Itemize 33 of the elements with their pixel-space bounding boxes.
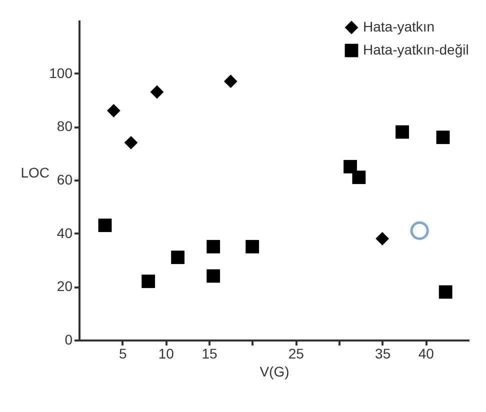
x-tick-label: 15 — [202, 346, 218, 362]
legend-label: Hata-yatkın-değil — [363, 42, 469, 58]
x-tick-label: 40 — [418, 346, 434, 362]
point — [344, 160, 357, 174]
x-tick-label: 10 — [158, 346, 174, 362]
point — [246, 240, 260, 254]
y-tick-label: 40 — [56, 224, 73, 241]
y-tick-label: 60 — [56, 172, 73, 188]
legend-label: Hata-yatkın — [363, 18, 435, 34]
x-tick-label: 25 — [288, 346, 304, 362]
point — [352, 170, 366, 184]
y-tick-label: 80 — [56, 118, 73, 134]
point — [206, 269, 220, 283]
point — [224, 74, 238, 88]
y-axis-title: LOC — [20, 164, 50, 180]
point — [142, 274, 156, 288]
point — [171, 250, 185, 264]
x-tick-label: 35 — [375, 346, 391, 362]
point — [438, 285, 452, 299]
x-axis-title: V(G) — [260, 364, 290, 380]
point — [124, 136, 138, 150]
point — [150, 85, 164, 99]
point — [206, 240, 220, 254]
point — [106, 104, 120, 118]
y-tick-label: 20 — [56, 278, 73, 294]
point — [436, 130, 450, 144]
point — [396, 125, 409, 139]
x-tick-label: 5 — [118, 346, 127, 362]
y-tick-label: 0 — [64, 332, 73, 348]
point — [410, 221, 429, 240]
point — [98, 218, 112, 232]
point — [376, 232, 390, 246]
y-tick-label: 100 — [49, 64, 73, 81]
